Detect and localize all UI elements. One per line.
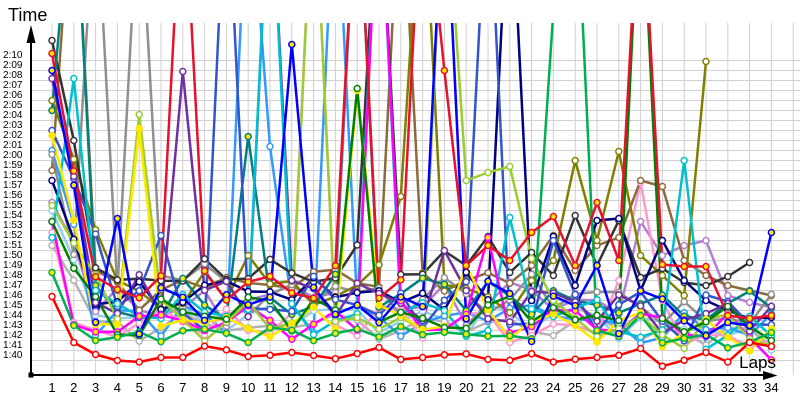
svg-text:1:54: 1:54 xyxy=(3,210,23,221)
svg-text:23: 23 xyxy=(524,380,538,395)
svg-text:25: 25 xyxy=(568,380,582,395)
svg-text:1:51: 1:51 xyxy=(3,240,23,251)
svg-text:2:07: 2:07 xyxy=(3,80,23,91)
svg-text:18: 18 xyxy=(415,380,429,395)
svg-text:Laps: Laps xyxy=(739,353,776,372)
svg-text:31: 31 xyxy=(699,380,713,395)
svg-text:20: 20 xyxy=(459,380,473,395)
svg-text:21: 21 xyxy=(481,380,495,395)
svg-text:2:10: 2:10 xyxy=(3,50,23,61)
svg-text:14: 14 xyxy=(328,380,342,395)
svg-text:1:57: 1:57 xyxy=(3,180,23,191)
svg-text:2: 2 xyxy=(70,380,77,395)
svg-text:30: 30 xyxy=(677,380,691,395)
svg-text:2:04: 2:04 xyxy=(3,110,23,121)
svg-text:22: 22 xyxy=(503,380,517,395)
svg-text:19: 19 xyxy=(437,380,451,395)
svg-text:1:58: 1:58 xyxy=(3,170,23,181)
svg-text:26: 26 xyxy=(590,380,604,395)
svg-text:13: 13 xyxy=(306,380,320,395)
svg-text:8: 8 xyxy=(201,380,208,395)
svg-text:2:09: 2:09 xyxy=(3,60,23,71)
svg-text:16: 16 xyxy=(372,380,386,395)
svg-text:1:44: 1:44 xyxy=(3,310,23,321)
svg-text:11: 11 xyxy=(263,380,277,395)
svg-text:2:05: 2:05 xyxy=(3,100,23,111)
svg-text:1:49: 1:49 xyxy=(3,260,23,271)
svg-text:5: 5 xyxy=(136,380,143,395)
svg-text:1:48: 1:48 xyxy=(3,270,23,281)
svg-text:1:56: 1:56 xyxy=(3,190,23,201)
svg-text:12: 12 xyxy=(285,380,299,395)
svg-text:4: 4 xyxy=(114,380,121,395)
svg-text:29: 29 xyxy=(655,380,669,395)
svg-text:1:52: 1:52 xyxy=(3,230,23,241)
svg-text:32: 32 xyxy=(721,380,735,395)
svg-text:2:02: 2:02 xyxy=(3,130,23,141)
svg-text:1:59: 1:59 xyxy=(3,160,23,171)
svg-text:1:43: 1:43 xyxy=(3,320,23,331)
svg-text:1:41: 1:41 xyxy=(3,340,23,351)
svg-text:17: 17 xyxy=(394,380,408,395)
svg-text:2:03: 2:03 xyxy=(3,120,23,131)
svg-text:2:01: 2:01 xyxy=(3,140,23,151)
svg-text:1: 1 xyxy=(48,380,55,395)
svg-text:1:42: 1:42 xyxy=(3,330,23,341)
svg-text:1:53: 1:53 xyxy=(3,220,23,231)
svg-text:34: 34 xyxy=(764,380,778,395)
svg-text:2:08: 2:08 xyxy=(3,70,23,81)
svg-text:9: 9 xyxy=(223,380,230,395)
svg-text:27: 27 xyxy=(612,380,626,395)
svg-text:1:47: 1:47 xyxy=(3,280,23,291)
svg-text:Time: Time xyxy=(8,5,47,25)
svg-text:15: 15 xyxy=(350,380,364,395)
svg-text:2:06: 2:06 xyxy=(3,90,23,101)
svg-text:3: 3 xyxy=(92,380,99,395)
svg-text:1:40: 1:40 xyxy=(3,350,23,361)
svg-text:24: 24 xyxy=(546,380,560,395)
svg-text:1:45: 1:45 xyxy=(3,300,23,311)
svg-text:33: 33 xyxy=(742,380,756,395)
svg-text:6: 6 xyxy=(157,380,164,395)
svg-text:7: 7 xyxy=(179,380,186,395)
svg-text:10: 10 xyxy=(241,380,255,395)
svg-text:28: 28 xyxy=(633,380,647,395)
svg-text:1:50: 1:50 xyxy=(3,250,23,261)
svg-text:1:46: 1:46 xyxy=(3,290,23,301)
svg-text:2:00: 2:00 xyxy=(3,150,23,161)
svg-text:1:55: 1:55 xyxy=(3,200,23,211)
